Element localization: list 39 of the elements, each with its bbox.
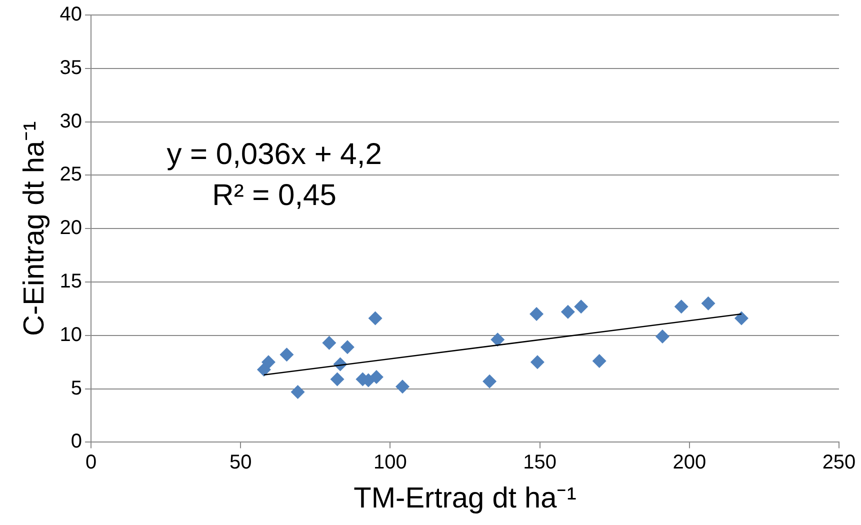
point — [574, 300, 588, 314]
point — [290, 385, 305, 400]
point — [592, 354, 606, 368]
point — [482, 374, 497, 388]
y-tick-label: 15 — [60, 270, 82, 293]
point — [322, 336, 336, 350]
point — [560, 304, 575, 319]
point — [701, 296, 716, 310]
point — [395, 380, 410, 394]
x-tick-label: 150 — [523, 452, 557, 474]
point — [368, 311, 382, 326]
point — [369, 370, 384, 384]
y-tick-label: 0 — [70, 430, 82, 453]
point — [530, 307, 544, 322]
y-tick-label: 10 — [60, 324, 82, 346]
point — [340, 340, 354, 354]
x-tick-label: 250 — [822, 452, 856, 474]
x-axis-title: TM-Ertrag dt ha⁻¹ — [354, 482, 577, 515]
point — [674, 300, 688, 314]
x-tick-label: 100 — [374, 452, 407, 474]
point — [261, 355, 276, 370]
y-tick-label: 40 — [60, 4, 82, 26]
point — [734, 311, 748, 326]
x-tick-label: 50 — [230, 452, 252, 474]
y-tick-label: 35 — [60, 56, 82, 79]
y-tick-label: 25 — [60, 164, 82, 186]
y-axis-title: C-Eintrag dt ha⁻¹ — [18, 120, 50, 336]
point — [530, 355, 544, 370]
y-tick-label: 30 — [60, 110, 82, 132]
annotation: y = 0,036x + 4,2 — [166, 138, 382, 172]
x-tick-label: 200 — [672, 452, 706, 474]
y-tick-label: 5 — [70, 377, 82, 400]
x-tick-label: 0 — [85, 452, 97, 474]
point — [330, 372, 344, 386]
point — [655, 329, 670, 344]
annotation: R² = 0,45 — [212, 178, 336, 212]
point — [280, 348, 294, 362]
y-tick-label: 20 — [60, 217, 82, 240]
point — [490, 332, 505, 347]
